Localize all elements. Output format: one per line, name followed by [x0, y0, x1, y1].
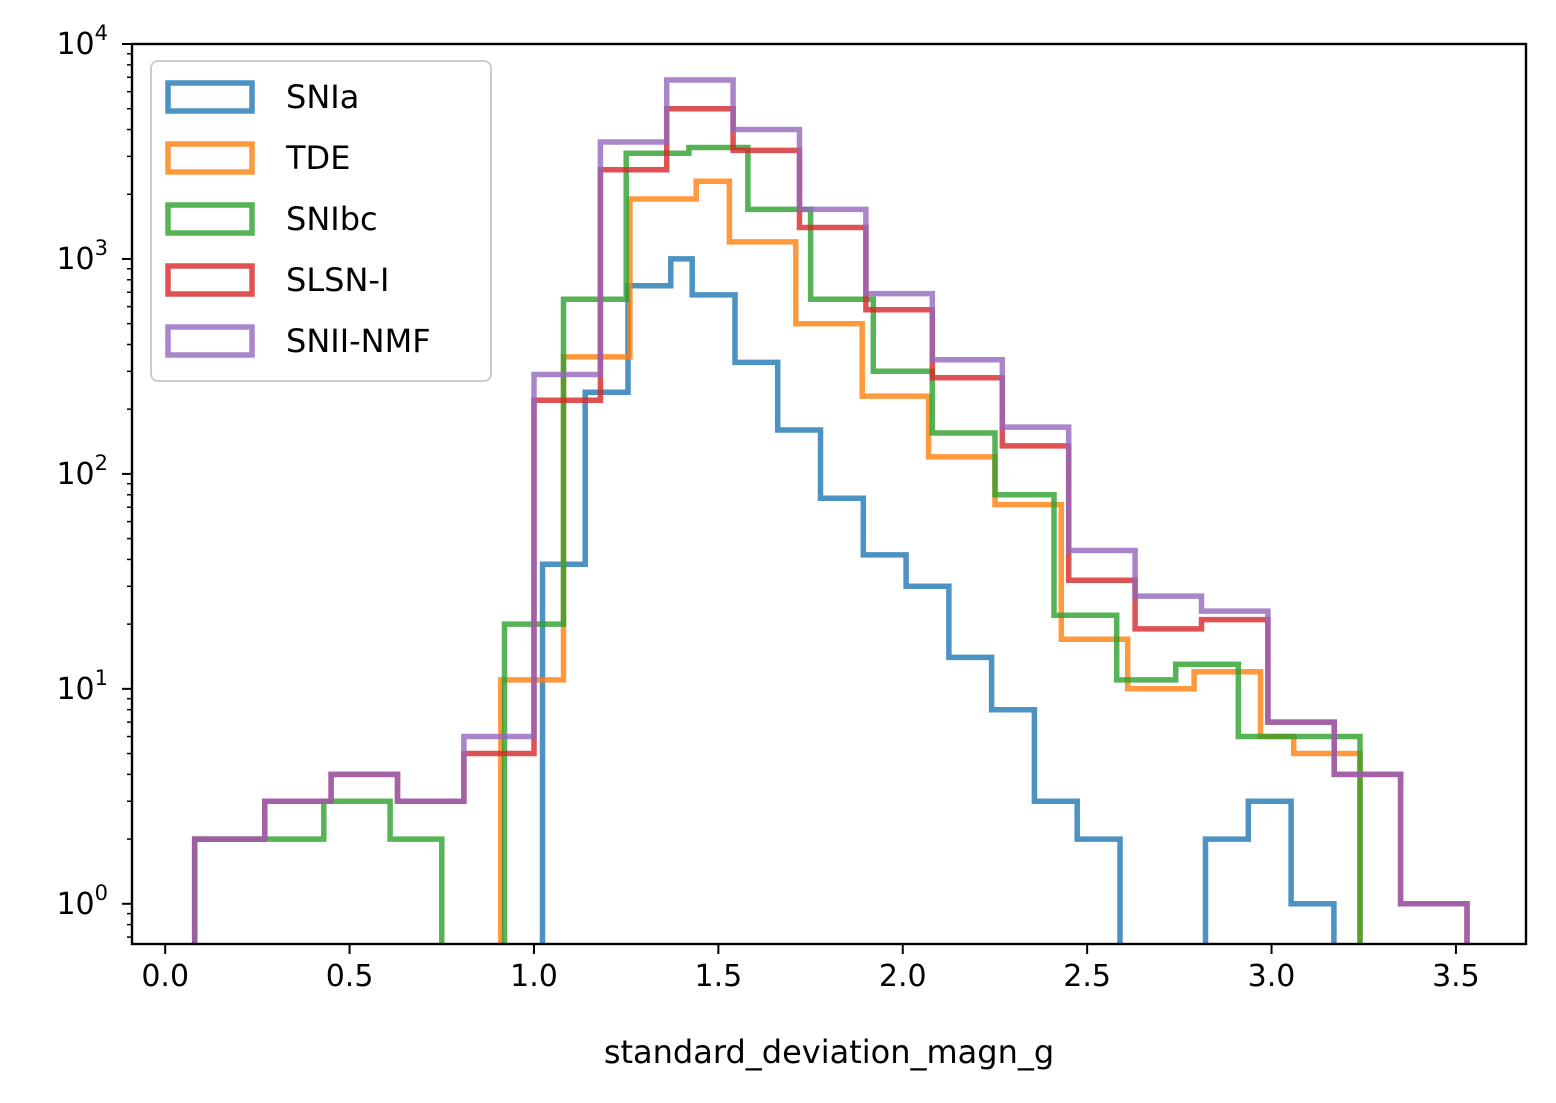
x-tick-label: 2.5 [1063, 959, 1111, 994]
legend-frame [150, 60, 492, 382]
series-layer [191, 77, 1470, 944]
legend-label-slsn-i: SLSN-I [286, 261, 389, 299]
legend-label-tde: TDE [285, 139, 350, 177]
legend-swatch-slsn-i [165, 263, 255, 297]
x-tick-label: 1.0 [510, 959, 558, 994]
y-tick-label: 104 [56, 21, 108, 62]
x-tick-label: 0.5 [326, 959, 374, 994]
legend-swatch-snii-nmf [165, 324, 255, 358]
x-tick-label: 3.0 [1248, 959, 1296, 994]
series-snia-outline [539, 256, 1337, 944]
legend-label-snii-nmf: SNII-NMF [286, 322, 431, 360]
legend-label-snibc: SNIbc [286, 200, 378, 238]
series-snii-nmf-outline [191, 77, 1470, 944]
legend-swatch-snibc [165, 202, 255, 236]
series-snibc-outline [191, 144, 1363, 944]
series-tde-outline [498, 178, 1363, 944]
legend-swatch-tde [165, 141, 255, 175]
x-tick-label: 0.0 [141, 959, 189, 994]
x-tick-label: 1.5 [695, 959, 743, 994]
x-axis-label: standard_deviation_magn_g [604, 1033, 1054, 1071]
legend: SNIa TDE SNIbc SLSN-I SNII-NMF [150, 60, 492, 382]
x-tick-label: 3.5 [1432, 959, 1480, 994]
x-axis: 0.0 0.5 1.0 1.5 2.0 2.5 3.0 3.5 [141, 944, 1480, 994]
x-tick-label: 2.0 [879, 959, 927, 994]
legend-swatch-snia [165, 80, 255, 114]
legend-label-snia: SNIa [286, 78, 359, 116]
